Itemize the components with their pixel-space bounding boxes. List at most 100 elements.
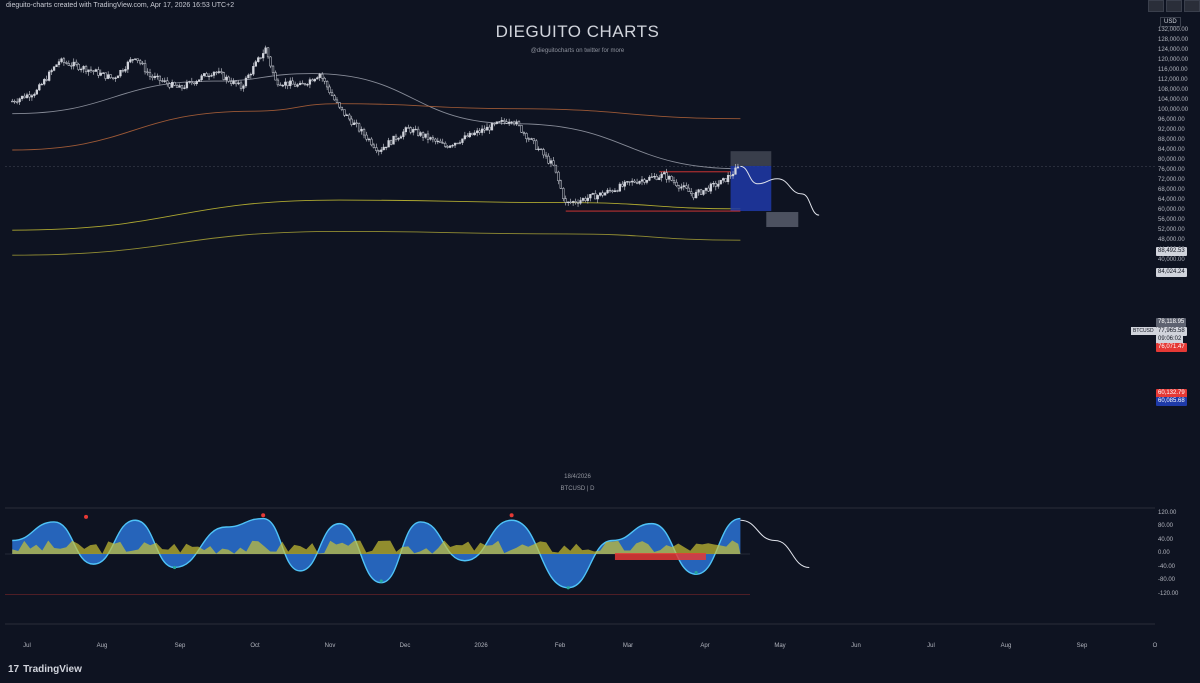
candle-body (161, 80, 164, 82)
maximize-button[interactable] (1166, 0, 1182, 12)
currency-label[interactable]: USD (1160, 17, 1181, 27)
candle-body (498, 121, 501, 123)
candle-body (99, 72, 102, 76)
candle-body (121, 70, 125, 72)
candle-body (114, 77, 117, 79)
candle-body (717, 183, 720, 187)
candle-body (323, 77, 326, 82)
price-projection[interactable] (740, 165, 820, 216)
candle-body (463, 135, 467, 140)
horizontal-levels[interactable] (565, 171, 741, 212)
candle-body (262, 53, 265, 59)
candle-body (308, 79, 312, 85)
buy-signal-dot (379, 579, 383, 583)
candle-body (633, 180, 636, 183)
candle-body (626, 181, 629, 183)
time-axis-label: Aug (1000, 643, 1012, 649)
candle-body (153, 76, 157, 78)
close-button[interactable] (1184, 0, 1200, 12)
candle-body (392, 135, 395, 145)
last-price-tag: 77,965.58 (1156, 327, 1187, 336)
candle-body (476, 130, 479, 134)
candle-body (672, 180, 676, 183)
candle-body (249, 73, 253, 76)
time-axis-label: May (774, 643, 786, 649)
candle-body (444, 142, 447, 147)
candle-body (222, 72, 225, 80)
candle-body (404, 127, 407, 133)
candle-body (92, 70, 95, 72)
candle-body (446, 146, 449, 148)
time-axis-label: Mar (622, 643, 634, 649)
projection-line (740, 165, 820, 216)
candle-body (178, 85, 181, 88)
candle-body (734, 167, 737, 175)
candle-body (175, 85, 179, 88)
tradingview-logo[interactable]: 17 TradingView (8, 664, 82, 675)
oscillator-axis-label: 120.00 (1158, 509, 1177, 516)
candle-body (719, 179, 722, 185)
minimize-button[interactable] (1148, 0, 1164, 12)
candle-body (141, 62, 144, 65)
candle-body (574, 201, 577, 203)
candle-body (284, 81, 287, 86)
candle-body (687, 187, 690, 192)
candle-body (699, 189, 703, 195)
price-axis-label: 84,000.00 (1158, 147, 1185, 154)
candle-body (370, 138, 373, 146)
candle-body (126, 61, 130, 70)
price-chart[interactable] (5, 14, 1155, 640)
candle-body (505, 121, 508, 124)
candle-body (589, 194, 592, 199)
candle-body (353, 122, 356, 125)
candle-body (279, 84, 282, 86)
price-axis-label: 80,000.00 (1158, 157, 1185, 164)
candle-body (109, 74, 112, 78)
candle-body (606, 189, 609, 194)
candle-body (362, 129, 366, 136)
candle-body (200, 75, 203, 80)
candle-body (60, 58, 63, 62)
candle-body (355, 122, 358, 124)
candle-body (532, 138, 535, 142)
candle-body (599, 192, 602, 196)
price-axis-label: 56,000.00 (1158, 217, 1185, 224)
watermark-subtitle: @dieguitocharts on twitter for more (530, 48, 625, 54)
price-axis-label: 128,000.00 (1158, 37, 1189, 44)
buy-signal-dot (173, 565, 177, 570)
candle-body (729, 175, 732, 177)
price-tag-level-1: 88,492.53 (1156, 247, 1187, 256)
price-axis-label: 48,000.00 (1158, 237, 1185, 244)
candle-body (490, 123, 494, 131)
candle-body (360, 129, 363, 132)
candle-body (102, 72, 105, 74)
candle-body (407, 127, 410, 129)
candle-body (547, 155, 550, 164)
candle-body (57, 61, 61, 65)
candle-body (697, 189, 700, 193)
oscillator-axis-label: 80.00 (1158, 523, 1174, 529)
time-axis-label: Feb (554, 643, 566, 649)
candle-body (239, 82, 243, 89)
candle-body (712, 182, 715, 185)
candle-body (158, 75, 161, 81)
oscillator-fill (12, 518, 741, 588)
candle-body (119, 70, 122, 77)
candle-body (377, 150, 380, 152)
candle-body (220, 71, 223, 73)
candle-body (567, 201, 570, 203)
price-axis-label: 104,000.00 (1158, 97, 1189, 104)
short-position-tool[interactable] (730, 151, 799, 228)
price-axis-label: 112,000.00 (1158, 77, 1188, 84)
price-axis-label: 92,000.00 (1158, 127, 1185, 134)
candle-body (33, 93, 36, 96)
candle-body (13, 100, 16, 103)
candle-body (84, 66, 88, 73)
candle-body (173, 82, 176, 86)
candle-body (333, 95, 336, 101)
candle-body (724, 178, 727, 182)
candle-body (508, 121, 511, 124)
candle-body (714, 182, 717, 187)
candle-body (380, 149, 383, 152)
oscillator-pane (5, 513, 810, 595)
